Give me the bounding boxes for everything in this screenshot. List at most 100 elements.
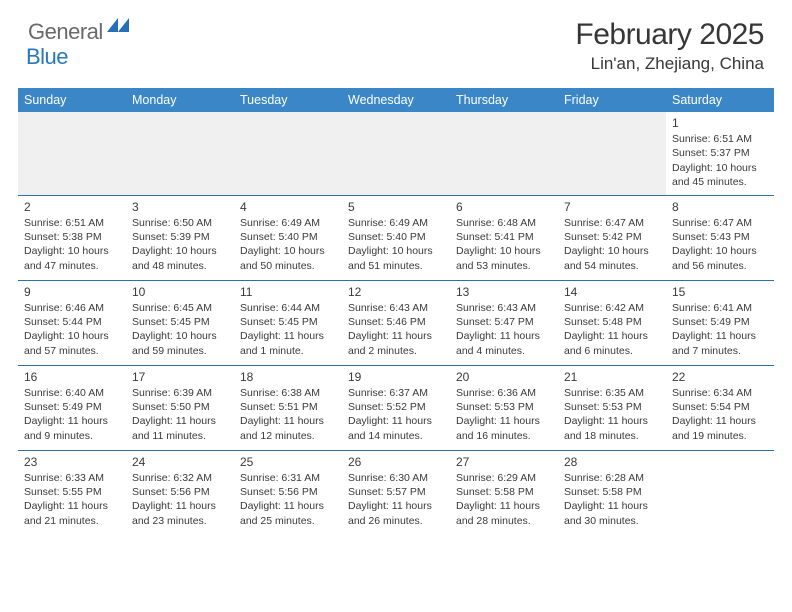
sunrise-text: Sunrise: 6:47 AM (672, 216, 768, 230)
calendar-day-cell (126, 112, 234, 195)
calendar-day-cell: 10Sunrise: 6:45 AMSunset: 5:45 PMDayligh… (126, 280, 234, 365)
daylight-text: Daylight: 11 hours and 26 minutes. (348, 499, 444, 527)
sunset-text: Sunset: 5:38 PM (24, 230, 120, 244)
title-block: February 2025 Lin'an, Zhejiang, China (575, 18, 764, 74)
weekday-header: Friday (558, 88, 666, 112)
day-number: 24 (132, 454, 228, 470)
daylight-text: Daylight: 11 hours and 6 minutes. (564, 329, 660, 357)
day-number: 16 (24, 369, 120, 385)
day-number: 5 (348, 199, 444, 215)
daylight-text: Daylight: 11 hours and 30 minutes. (564, 499, 660, 527)
day-number: 21 (564, 369, 660, 385)
daylight-text: Daylight: 10 hours and 59 minutes. (132, 329, 228, 357)
calendar-day-cell (558, 112, 666, 195)
day-number: 2 (24, 199, 120, 215)
daylight-text: Daylight: 10 hours and 56 minutes. (672, 244, 768, 272)
daylight-text: Daylight: 11 hours and 21 minutes. (24, 499, 120, 527)
sunset-text: Sunset: 5:52 PM (348, 400, 444, 414)
sunset-text: Sunset: 5:53 PM (456, 400, 552, 414)
sunset-text: Sunset: 5:58 PM (456, 485, 552, 499)
sunset-text: Sunset: 5:45 PM (240, 315, 336, 329)
weekday-header: Tuesday (234, 88, 342, 112)
weekday-header: Wednesday (342, 88, 450, 112)
day-number: 12 (348, 284, 444, 300)
daylight-text: Daylight: 11 hours and 18 minutes. (564, 414, 660, 442)
sunrise-text: Sunrise: 6:29 AM (456, 471, 552, 485)
calendar-day-cell: 27Sunrise: 6:29 AMSunset: 5:58 PMDayligh… (450, 450, 558, 535)
sunrise-text: Sunrise: 6:42 AM (564, 301, 660, 315)
weekday-header-row: Sunday Monday Tuesday Wednesday Thursday… (18, 88, 774, 112)
daylight-text: Daylight: 11 hours and 11 minutes. (132, 414, 228, 442)
day-number: 26 (348, 454, 444, 470)
calendar-week-row: 23Sunrise: 6:33 AMSunset: 5:55 PMDayligh… (18, 450, 774, 535)
daylight-text: Daylight: 11 hours and 1 minute. (240, 329, 336, 357)
calendar-day-cell: 11Sunrise: 6:44 AMSunset: 5:45 PMDayligh… (234, 280, 342, 365)
sunrise-text: Sunrise: 6:30 AM (348, 471, 444, 485)
sunset-text: Sunset: 5:50 PM (132, 400, 228, 414)
logo-text-blue: Blue (26, 44, 68, 69)
sunrise-text: Sunrise: 6:28 AM (564, 471, 660, 485)
sunset-text: Sunset: 5:40 PM (240, 230, 336, 244)
sunrise-text: Sunrise: 6:43 AM (456, 301, 552, 315)
sunset-text: Sunset: 5:58 PM (564, 485, 660, 499)
sunrise-text: Sunrise: 6:32 AM (132, 471, 228, 485)
sunrise-text: Sunrise: 6:48 AM (456, 216, 552, 230)
day-number: 19 (348, 369, 444, 385)
day-number: 17 (132, 369, 228, 385)
sunrise-text: Sunrise: 6:39 AM (132, 386, 228, 400)
calendar-day-cell: 19Sunrise: 6:37 AMSunset: 5:52 PMDayligh… (342, 365, 450, 450)
sunrise-text: Sunrise: 6:50 AM (132, 216, 228, 230)
daylight-text: Daylight: 11 hours and 28 minutes. (456, 499, 552, 527)
daylight-text: Daylight: 10 hours and 50 minutes. (240, 244, 336, 272)
logo: General (28, 18, 131, 45)
calendar-day-cell (342, 112, 450, 195)
calendar-day-cell: 15Sunrise: 6:41 AMSunset: 5:49 PMDayligh… (666, 280, 774, 365)
calendar-day-cell: 1Sunrise: 6:51 AMSunset: 5:37 PMDaylight… (666, 112, 774, 195)
page-title: February 2025 (575, 18, 764, 52)
calendar-day-cell: 18Sunrise: 6:38 AMSunset: 5:51 PMDayligh… (234, 365, 342, 450)
sunrise-text: Sunrise: 6:38 AM (240, 386, 336, 400)
calendar-day-cell: 28Sunrise: 6:28 AMSunset: 5:58 PMDayligh… (558, 450, 666, 535)
daylight-text: Daylight: 11 hours and 2 minutes. (348, 329, 444, 357)
daylight-text: Daylight: 10 hours and 51 minutes. (348, 244, 444, 272)
sunrise-text: Sunrise: 6:49 AM (240, 216, 336, 230)
weekday-header: Monday (126, 88, 234, 112)
calendar-day-cell: 23Sunrise: 6:33 AMSunset: 5:55 PMDayligh… (18, 450, 126, 535)
daylight-text: Daylight: 11 hours and 25 minutes. (240, 499, 336, 527)
day-number: 22 (672, 369, 768, 385)
calendar-table: Sunday Monday Tuesday Wednesday Thursday… (18, 88, 774, 535)
daylight-text: Daylight: 11 hours and 16 minutes. (456, 414, 552, 442)
weekday-header: Saturday (666, 88, 774, 112)
daylight-text: Daylight: 11 hours and 4 minutes. (456, 329, 552, 357)
sunrise-text: Sunrise: 6:36 AM (456, 386, 552, 400)
sunset-text: Sunset: 5:56 PM (132, 485, 228, 499)
calendar-day-cell: 22Sunrise: 6:34 AMSunset: 5:54 PMDayligh… (666, 365, 774, 450)
daylight-text: Daylight: 11 hours and 19 minutes. (672, 414, 768, 442)
sunset-text: Sunset: 5:47 PM (456, 315, 552, 329)
day-number: 4 (240, 199, 336, 215)
sunrise-text: Sunrise: 6:46 AM (24, 301, 120, 315)
calendar-day-cell (18, 112, 126, 195)
calendar-day-cell: 12Sunrise: 6:43 AMSunset: 5:46 PMDayligh… (342, 280, 450, 365)
sunset-text: Sunset: 5:40 PM (348, 230, 444, 244)
sunset-text: Sunset: 5:39 PM (132, 230, 228, 244)
sunrise-text: Sunrise: 6:34 AM (672, 386, 768, 400)
sunset-text: Sunset: 5:57 PM (348, 485, 444, 499)
sunset-text: Sunset: 5:42 PM (564, 230, 660, 244)
calendar-day-cell: 21Sunrise: 6:35 AMSunset: 5:53 PMDayligh… (558, 365, 666, 450)
daylight-text: Daylight: 10 hours and 53 minutes. (456, 244, 552, 272)
calendar-day-cell: 24Sunrise: 6:32 AMSunset: 5:56 PMDayligh… (126, 450, 234, 535)
daylight-text: Daylight: 11 hours and 23 minutes. (132, 499, 228, 527)
sunset-text: Sunset: 5:37 PM (672, 146, 768, 160)
sunset-text: Sunset: 5:53 PM (564, 400, 660, 414)
day-number: 7 (564, 199, 660, 215)
calendar-day-cell: 16Sunrise: 6:40 AMSunset: 5:49 PMDayligh… (18, 365, 126, 450)
day-number: 10 (132, 284, 228, 300)
sunrise-text: Sunrise: 6:43 AM (348, 301, 444, 315)
sunrise-text: Sunrise: 6:35 AM (564, 386, 660, 400)
calendar-day-cell: 26Sunrise: 6:30 AMSunset: 5:57 PMDayligh… (342, 450, 450, 535)
day-number: 3 (132, 199, 228, 215)
calendar-week-row: 16Sunrise: 6:40 AMSunset: 5:49 PMDayligh… (18, 365, 774, 450)
daylight-text: Daylight: 10 hours and 45 minutes. (672, 161, 768, 189)
sunset-text: Sunset: 5:41 PM (456, 230, 552, 244)
